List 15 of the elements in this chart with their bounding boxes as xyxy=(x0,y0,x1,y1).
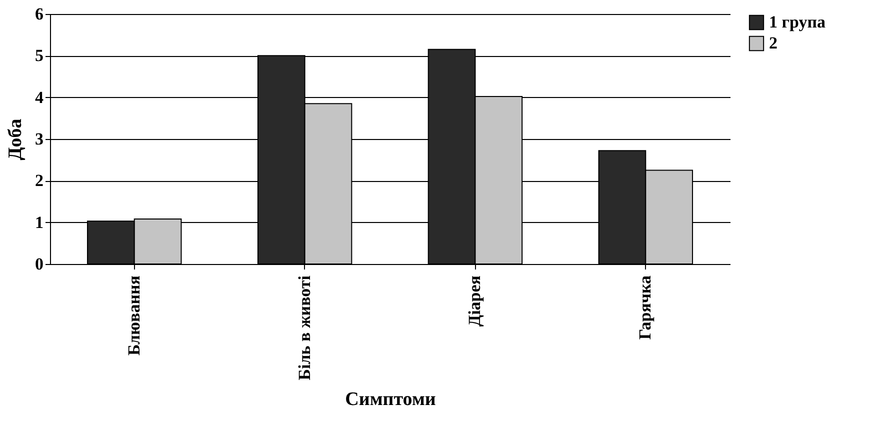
y-tick-label: 6 xyxy=(35,4,44,24)
legend-label: 1 група xyxy=(769,12,826,32)
y-tick-label: 1 xyxy=(35,212,44,232)
y-tick-label: 0 xyxy=(35,254,44,274)
y-tick-label: 2 xyxy=(35,171,44,190)
x-tick-label: Діарея xyxy=(465,276,484,327)
x-tick-label: Біль в животі xyxy=(294,275,314,380)
legend-label: 2 xyxy=(769,34,778,52)
y-axis-title: Доба xyxy=(5,118,26,160)
x-axis-title: Симптоми xyxy=(345,389,436,410)
y-tick-label: 3 xyxy=(35,130,44,148)
y-tick-label: 4 xyxy=(35,88,44,107)
x-tick-label: Блювання xyxy=(124,276,144,356)
x-tick-label: Гарячка xyxy=(636,275,655,340)
y-tick-label: 5 xyxy=(35,46,44,66)
